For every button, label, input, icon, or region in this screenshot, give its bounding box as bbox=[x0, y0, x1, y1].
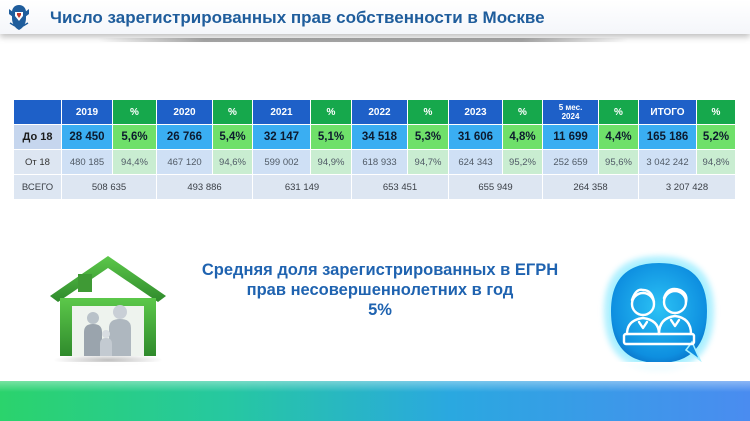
headline-line: прав несовершеннолетних в год bbox=[246, 281, 514, 299]
column-header-pct: % bbox=[407, 99, 449, 125]
table-cell: 5,6% bbox=[112, 124, 157, 150]
row-label: ВСЕГО bbox=[13, 174, 62, 200]
children-avatar-badge-icon bbox=[604, 256, 714, 370]
family-house-icon bbox=[50, 256, 166, 366]
table-cell: 31 606 bbox=[448, 124, 503, 150]
row-label: От 18 bbox=[13, 149, 62, 175]
table-row-under-18: До 18 28 450 5,6% 26 766 5,4% 32 147 5,1… bbox=[13, 124, 736, 150]
column-header-total: ИТОГО bbox=[638, 99, 697, 125]
column-header-year: 2020 bbox=[156, 99, 213, 125]
column-header-pct: % bbox=[212, 99, 253, 125]
table-header-row: 2019 % 2020 % 2021 % 2022 % 2023 % 5 мес… bbox=[13, 99, 736, 125]
table-cell: 94,8% bbox=[696, 149, 736, 175]
column-header-year: 2021 bbox=[252, 99, 311, 125]
header-corner-cell bbox=[13, 99, 62, 125]
table-cell: 467 120 bbox=[156, 149, 213, 175]
table-cell: 165 186 bbox=[638, 124, 697, 150]
table-cell: 5,3% bbox=[407, 124, 449, 150]
column-header-pct: % bbox=[310, 99, 352, 125]
column-header-year: 2023 bbox=[448, 99, 503, 125]
table-cell: 599 002 bbox=[252, 149, 311, 175]
page-title: Число зарегистрированных прав собственно… bbox=[50, 8, 545, 27]
table-cell: 94,9% bbox=[310, 149, 352, 175]
column-header-pct: % bbox=[598, 99, 639, 125]
table-row-total: ВСЕГО 508 635 493 886 631 149 653 451 65… bbox=[13, 174, 736, 200]
table-cell: 4,8% bbox=[502, 124, 543, 150]
table-cell-total: 631 149 bbox=[252, 174, 352, 200]
column-header-pct: % bbox=[696, 99, 736, 125]
table-cell-total: 264 358 bbox=[542, 174, 639, 200]
header: Число зарегистрированных прав собственно… bbox=[0, 0, 750, 36]
table-cell: 5,4% bbox=[212, 124, 253, 150]
header-shadow-divider bbox=[98, 38, 628, 42]
headline-line: Средняя доля зарегистрированных в ЕГРН bbox=[201, 261, 559, 279]
table-cell: 618 933 bbox=[351, 149, 408, 175]
column-header-pct: % bbox=[112, 99, 157, 125]
table-cell: 95,6% bbox=[598, 149, 639, 175]
average-share-headline: Средняя доля зарегистрированных в ЕГРН п… bbox=[170, 260, 590, 320]
column-header-year: 2022 bbox=[351, 99, 408, 125]
footer-fade bbox=[0, 362, 750, 392]
column-header-year: 2019 bbox=[61, 99, 113, 125]
header-bar bbox=[0, 0, 750, 34]
table-cell: 26 766 bbox=[156, 124, 213, 150]
table-cell: 624 343 bbox=[448, 149, 503, 175]
column-header-line: 2024 bbox=[561, 112, 580, 121]
table-row-over-18: От 18 480 185 94,4% 467 120 94,6% 599 00… bbox=[13, 149, 736, 175]
table-cell: 3 042 242 bbox=[638, 149, 697, 175]
table-cell: 94,6% bbox=[212, 149, 253, 175]
column-header-year: 5 мес. 2024 bbox=[542, 99, 599, 125]
table-cell: 11 699 bbox=[542, 124, 599, 150]
table-cell: 4,4% bbox=[598, 124, 639, 150]
rosreestr-eagle-emblem-icon bbox=[9, 5, 29, 30]
table-cell: 252 659 bbox=[542, 149, 599, 175]
table-cell-total: 508 635 bbox=[61, 174, 157, 200]
table-cell-total: 653 451 bbox=[351, 174, 449, 200]
table-cell: 94,7% bbox=[407, 149, 449, 175]
table-cell: 28 450 bbox=[61, 124, 113, 150]
table-cell: 95,2% bbox=[502, 149, 543, 175]
table-cell: 5,1% bbox=[310, 124, 352, 150]
table-cell: 94,4% bbox=[112, 149, 157, 175]
column-header-line: 5 мес. bbox=[558, 103, 583, 112]
table-cell: 34 518 bbox=[351, 124, 408, 150]
table-cell-total: 493 886 bbox=[156, 174, 253, 200]
table-cell: 480 185 bbox=[61, 149, 113, 175]
headline-value: 5% bbox=[368, 301, 392, 319]
table-cell: 5,2% bbox=[696, 124, 736, 150]
rights-statistics-table: 2019 % 2020 % 2021 % 2022 % 2023 % 5 мес… bbox=[13, 99, 736, 200]
row-label: До 18 bbox=[13, 124, 62, 150]
table-cell-total: 655 949 bbox=[448, 174, 543, 200]
table-cell: 32 147 bbox=[252, 124, 311, 150]
table-cell-total: 3 207 428 bbox=[638, 174, 736, 200]
column-header-pct: % bbox=[502, 99, 543, 125]
